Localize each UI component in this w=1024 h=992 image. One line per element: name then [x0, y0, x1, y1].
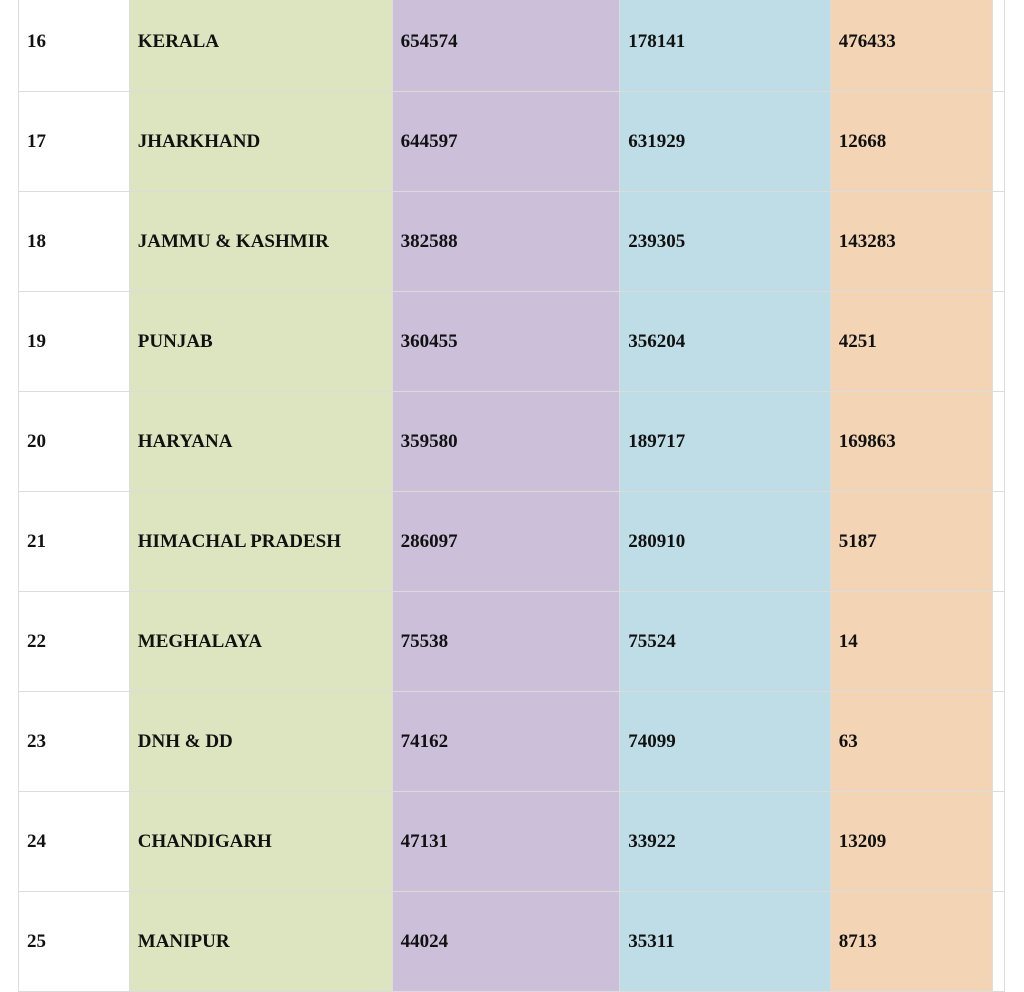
value-cell-2: 33922	[619, 791, 831, 892]
value-cell-2: 75524	[619, 591, 831, 692]
serial-number-cell: 17	[18, 91, 130, 192]
value-cell-3: 169863	[829, 391, 993, 492]
serial-number-cell: 20	[18, 391, 130, 492]
table-row: 19 PUNJAB 360455 356204 4251	[18, 291, 1006, 392]
value-cell-2: 280910	[619, 491, 831, 592]
empty-cell	[991, 791, 1006, 892]
state-name-cell: DNH & DD	[128, 691, 393, 792]
value-cell-3: 63	[829, 691, 993, 792]
empty-cell	[991, 691, 1006, 792]
serial-number-cell: 16	[18, 0, 130, 92]
value-cell-2: 189717	[619, 391, 831, 492]
serial-number-cell: 21	[18, 491, 130, 592]
table-row: 24 CHANDIGARH 47131 33922 13209	[18, 791, 1006, 892]
table-row: 16 KERALA 654574 178141 476433	[18, 0, 1006, 92]
empty-cell	[991, 0, 1006, 92]
value-cell-3: 8713	[829, 891, 993, 992]
value-cell-3: 12668	[829, 91, 993, 192]
table-row: 22 MEGHALAYA 75538 75524 14	[18, 591, 1006, 692]
empty-cell	[991, 891, 1006, 992]
empty-cell	[991, 491, 1006, 592]
value-cell-2: 356204	[619, 291, 831, 392]
value-cell-3: 13209	[829, 791, 993, 892]
table-row: 25 MANIPUR 44024 35311 8713	[18, 891, 1006, 992]
state-name-cell: MANIPUR	[128, 891, 393, 992]
serial-number-cell: 22	[18, 591, 130, 692]
serial-number-cell: 23	[18, 691, 130, 792]
serial-number-cell: 25	[18, 891, 130, 992]
value-cell-3: 143283	[829, 191, 993, 292]
table-row: 23 DNH & DD 74162 74099 63	[18, 691, 1006, 792]
state-name-cell: JAMMU & KASHMIR	[128, 191, 393, 292]
state-name-cell: HARYANA	[128, 391, 393, 492]
value-cell-1: 654574	[391, 0, 621, 92]
state-name-cell: KERALA	[128, 0, 393, 92]
value-cell-3: 476433	[829, 0, 993, 92]
value-cell-1: 360455	[391, 291, 621, 392]
value-cell-3: 14	[829, 591, 993, 692]
value-cell-1: 382588	[391, 191, 621, 292]
value-cell-1: 286097	[391, 491, 621, 592]
state-name-cell: HIMACHAL PRADESH	[128, 491, 393, 592]
value-cell-1: 75538	[391, 591, 621, 692]
empty-cell	[991, 291, 1006, 392]
serial-number-cell: 24	[18, 791, 130, 892]
value-cell-2: 35311	[619, 891, 831, 992]
state-name-cell: CHANDIGARH	[128, 791, 393, 892]
value-cell-1: 644597	[391, 91, 621, 192]
state-name-cell: JHARKHAND	[128, 91, 393, 192]
value-cell-1: 74162	[391, 691, 621, 792]
value-cell-2: 239305	[619, 191, 831, 292]
value-cell-1: 47131	[391, 791, 621, 892]
empty-cell	[991, 191, 1006, 292]
value-cell-3: 5187	[829, 491, 993, 592]
value-cell-1: 359580	[391, 391, 621, 492]
empty-cell	[991, 91, 1006, 192]
empty-cell	[991, 391, 1006, 492]
value-cell-2: 631929	[619, 91, 831, 192]
value-cell-2: 74099	[619, 691, 831, 792]
table-row: 17 JHARKHAND 644597 631929 12668	[18, 91, 1006, 192]
state-name-cell: MEGHALAYA	[128, 591, 393, 692]
value-cell-3: 4251	[829, 291, 993, 392]
serial-number-cell: 18	[18, 191, 130, 292]
state-name-cell: PUNJAB	[128, 291, 393, 392]
empty-cell	[991, 591, 1006, 692]
table-row: 21 HIMACHAL PRADESH 286097 280910 5187	[18, 491, 1006, 592]
state-data-table: 16 KERALA 654574 178141 476433 17 JHARKHAND 644…	[18, 0, 1006, 992]
serial-number-cell: 19	[18, 291, 130, 392]
table-row: 18 JAMMU & KASHMIR 382588 239305 143283	[18, 191, 1006, 292]
value-cell-2: 178141	[619, 0, 831, 92]
table-row: 20 HARYANA 359580 189717 169863	[18, 391, 1006, 492]
table-body: 16 KERALA 654574 178141 476433 17 JHARKHAND 644…	[18, 0, 1006, 992]
